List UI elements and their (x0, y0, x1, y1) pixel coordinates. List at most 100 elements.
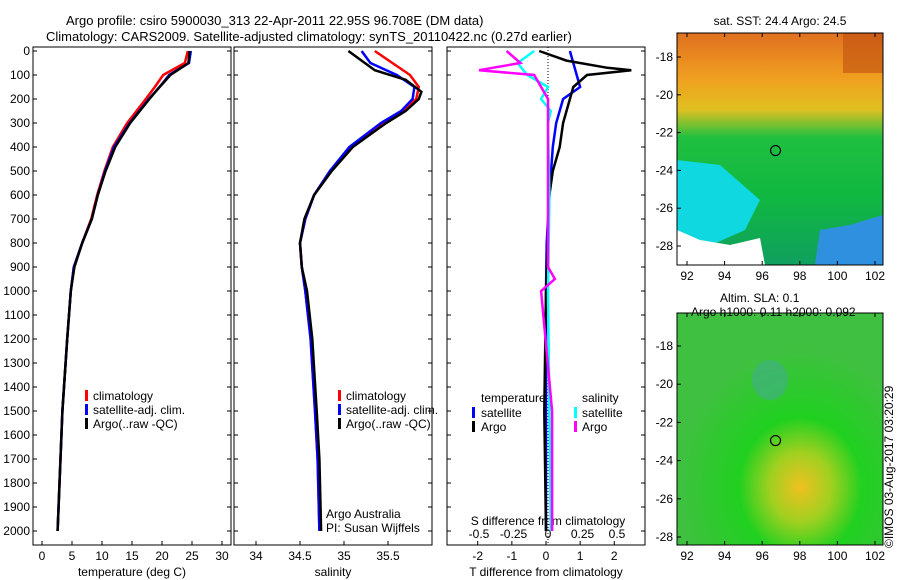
x-tick-label: 5 (69, 549, 76, 563)
title-line-2: Climatology: CARS2009. Satellite-adjuste… (46, 29, 572, 44)
sla-low-patch (752, 360, 788, 400)
sst-warm-patch (843, 33, 883, 73)
y-tick-label: 1500 (3, 404, 30, 418)
series-line-temperature-argo (538, 49, 632, 532)
x2-axis-label: S difference from climatology (471, 514, 626, 528)
y-tick-label: 200 (10, 92, 30, 106)
map-title-sst: sat. SST: 24.4 Argo: 24.5 (714, 14, 847, 28)
y-tick-label: 1000 (3, 284, 30, 298)
map-y-tick-label: -24 (656, 163, 674, 177)
map-x-tick-label: 92 (680, 549, 694, 563)
y-tick-label: 2000 (3, 524, 30, 538)
argo-position-marker (769, 434, 782, 447)
map-x-tick-label: 96 (756, 549, 770, 563)
annotation-text: PI: Susan Wijffels (326, 521, 420, 535)
map-frame (676, 312, 884, 546)
map-y-tick-label: -24 (656, 454, 674, 468)
x2-tick-label: -0.5 (469, 527, 490, 541)
y-tick-label: 600 (10, 188, 30, 202)
legend-swatch (574, 407, 577, 418)
x-tick-label: 20 (155, 549, 169, 563)
map-x-tick-label: 94 (718, 549, 732, 563)
y-tick-label: 1600 (3, 428, 30, 442)
legend-label: Argo(..raw -QC) (346, 417, 431, 431)
panel-frame-salinity (233, 46, 433, 546)
legend-label: satellite-adj. clim. (93, 403, 185, 417)
map-y-tick-label: -20 (656, 377, 674, 391)
map-x-tick-label: 92 (680, 269, 694, 283)
y-tick-label: 400 (10, 140, 30, 154)
y-tick-label: 1100 (4, 308, 30, 322)
x-axis-label: T difference from climatology (469, 565, 623, 579)
legend-label: satellite (481, 406, 522, 420)
series-line-salinity-satellite (515, 49, 553, 532)
y-tick-label: 1800 (3, 476, 30, 490)
x2-tick-label: 0 (545, 527, 552, 541)
sst-cold-patch (815, 215, 883, 265)
x-tick-label: 34.5 (288, 549, 312, 563)
series-line-satellite-adj-clim- (298, 50, 416, 532)
legend-label: Argo (481, 420, 507, 434)
legend-label: satellite-adj. clim. (346, 403, 438, 417)
map-x-tick-label: 102 (865, 549, 885, 563)
legend-swatch (574, 421, 577, 432)
legend-title-temperature: temperature (481, 391, 546, 405)
legend-swatch (85, 390, 88, 401)
map-title-sla: Altim. SLA: 0.1 (720, 291, 800, 305)
legend-swatch (338, 390, 341, 401)
legend-swatch (338, 418, 341, 429)
x-tick-label: 35 (337, 549, 351, 563)
x-tick-label: 0 (543, 549, 550, 563)
x-axis-label: temperature (deg C) (78, 565, 186, 579)
annotation-text: Argo Australia (326, 507, 401, 521)
map-y-tick-label: -28 (656, 239, 674, 253)
map-x-tick-label: 100 (827, 269, 847, 283)
legend-label: climatology (346, 389, 406, 403)
x-tick-label: -2 (472, 549, 483, 563)
map-y-tick-label: -26 (656, 492, 674, 506)
map-y-tick-label: -22 (656, 415, 674, 429)
x-tick-label: 34 (249, 549, 263, 563)
x-tick-label: 35.5 (376, 549, 400, 563)
title-line-1: Argo profile: csiro 5900030_313 22-Apr-2… (66, 13, 484, 28)
legend-label: satellite (582, 406, 623, 420)
x-tick-label: 25 (185, 549, 199, 563)
series-line-climatology (56, 50, 190, 532)
sla-field (677, 313, 883, 545)
x-tick-label: 2 (611, 549, 618, 563)
map-y-tick-label: -20 (656, 88, 674, 102)
y-tick-label: 800 (10, 236, 30, 250)
series-line-argo-raw-qc- (298, 49, 423, 532)
map-y-tick-label: -18 (656, 339, 674, 353)
x2-tick-label: 0.5 (609, 527, 626, 541)
y-tick-label: 0 (23, 44, 30, 58)
map-sst (676, 32, 884, 266)
y-tick-label: 300 (10, 116, 30, 130)
y-tick-label: 500 (10, 164, 30, 178)
series-line-salinity-argo (478, 50, 557, 531)
sst-cool-patch (677, 160, 760, 260)
legend-swatch (338, 404, 341, 415)
legend-swatch (85, 418, 88, 429)
legend-swatch (472, 421, 475, 432)
map-x-tick-label: 96 (756, 269, 770, 283)
imos-timestamp: ©IMOS 03-Aug-2017 03:20:29 (882, 385, 896, 548)
x-tick-label: 0 (39, 549, 46, 563)
sst-missing-data (677, 230, 765, 265)
y-tick-label: 100 (10, 68, 30, 82)
x-tick-label: 15 (125, 549, 139, 563)
y-tick-label: 1400 (3, 380, 30, 394)
map-title-argo-heights: Argo h1000: 0.11 h2000: 0.092 (691, 305, 856, 319)
legend-label: Argo (582, 420, 608, 434)
x2-tick-label: 0.25 (571, 527, 595, 541)
map-y-tick-label: -26 (656, 201, 674, 215)
y-tick-label: 900 (10, 260, 30, 274)
map-frame (676, 32, 884, 266)
map-x-tick-label: 98 (793, 269, 807, 283)
y-tick-label: 1300 (3, 356, 30, 370)
x-axis-label: salinity (315, 565, 352, 579)
series-line-satellite-adj-clim- (56, 50, 193, 532)
map-y-tick-label: -28 (656, 530, 674, 544)
